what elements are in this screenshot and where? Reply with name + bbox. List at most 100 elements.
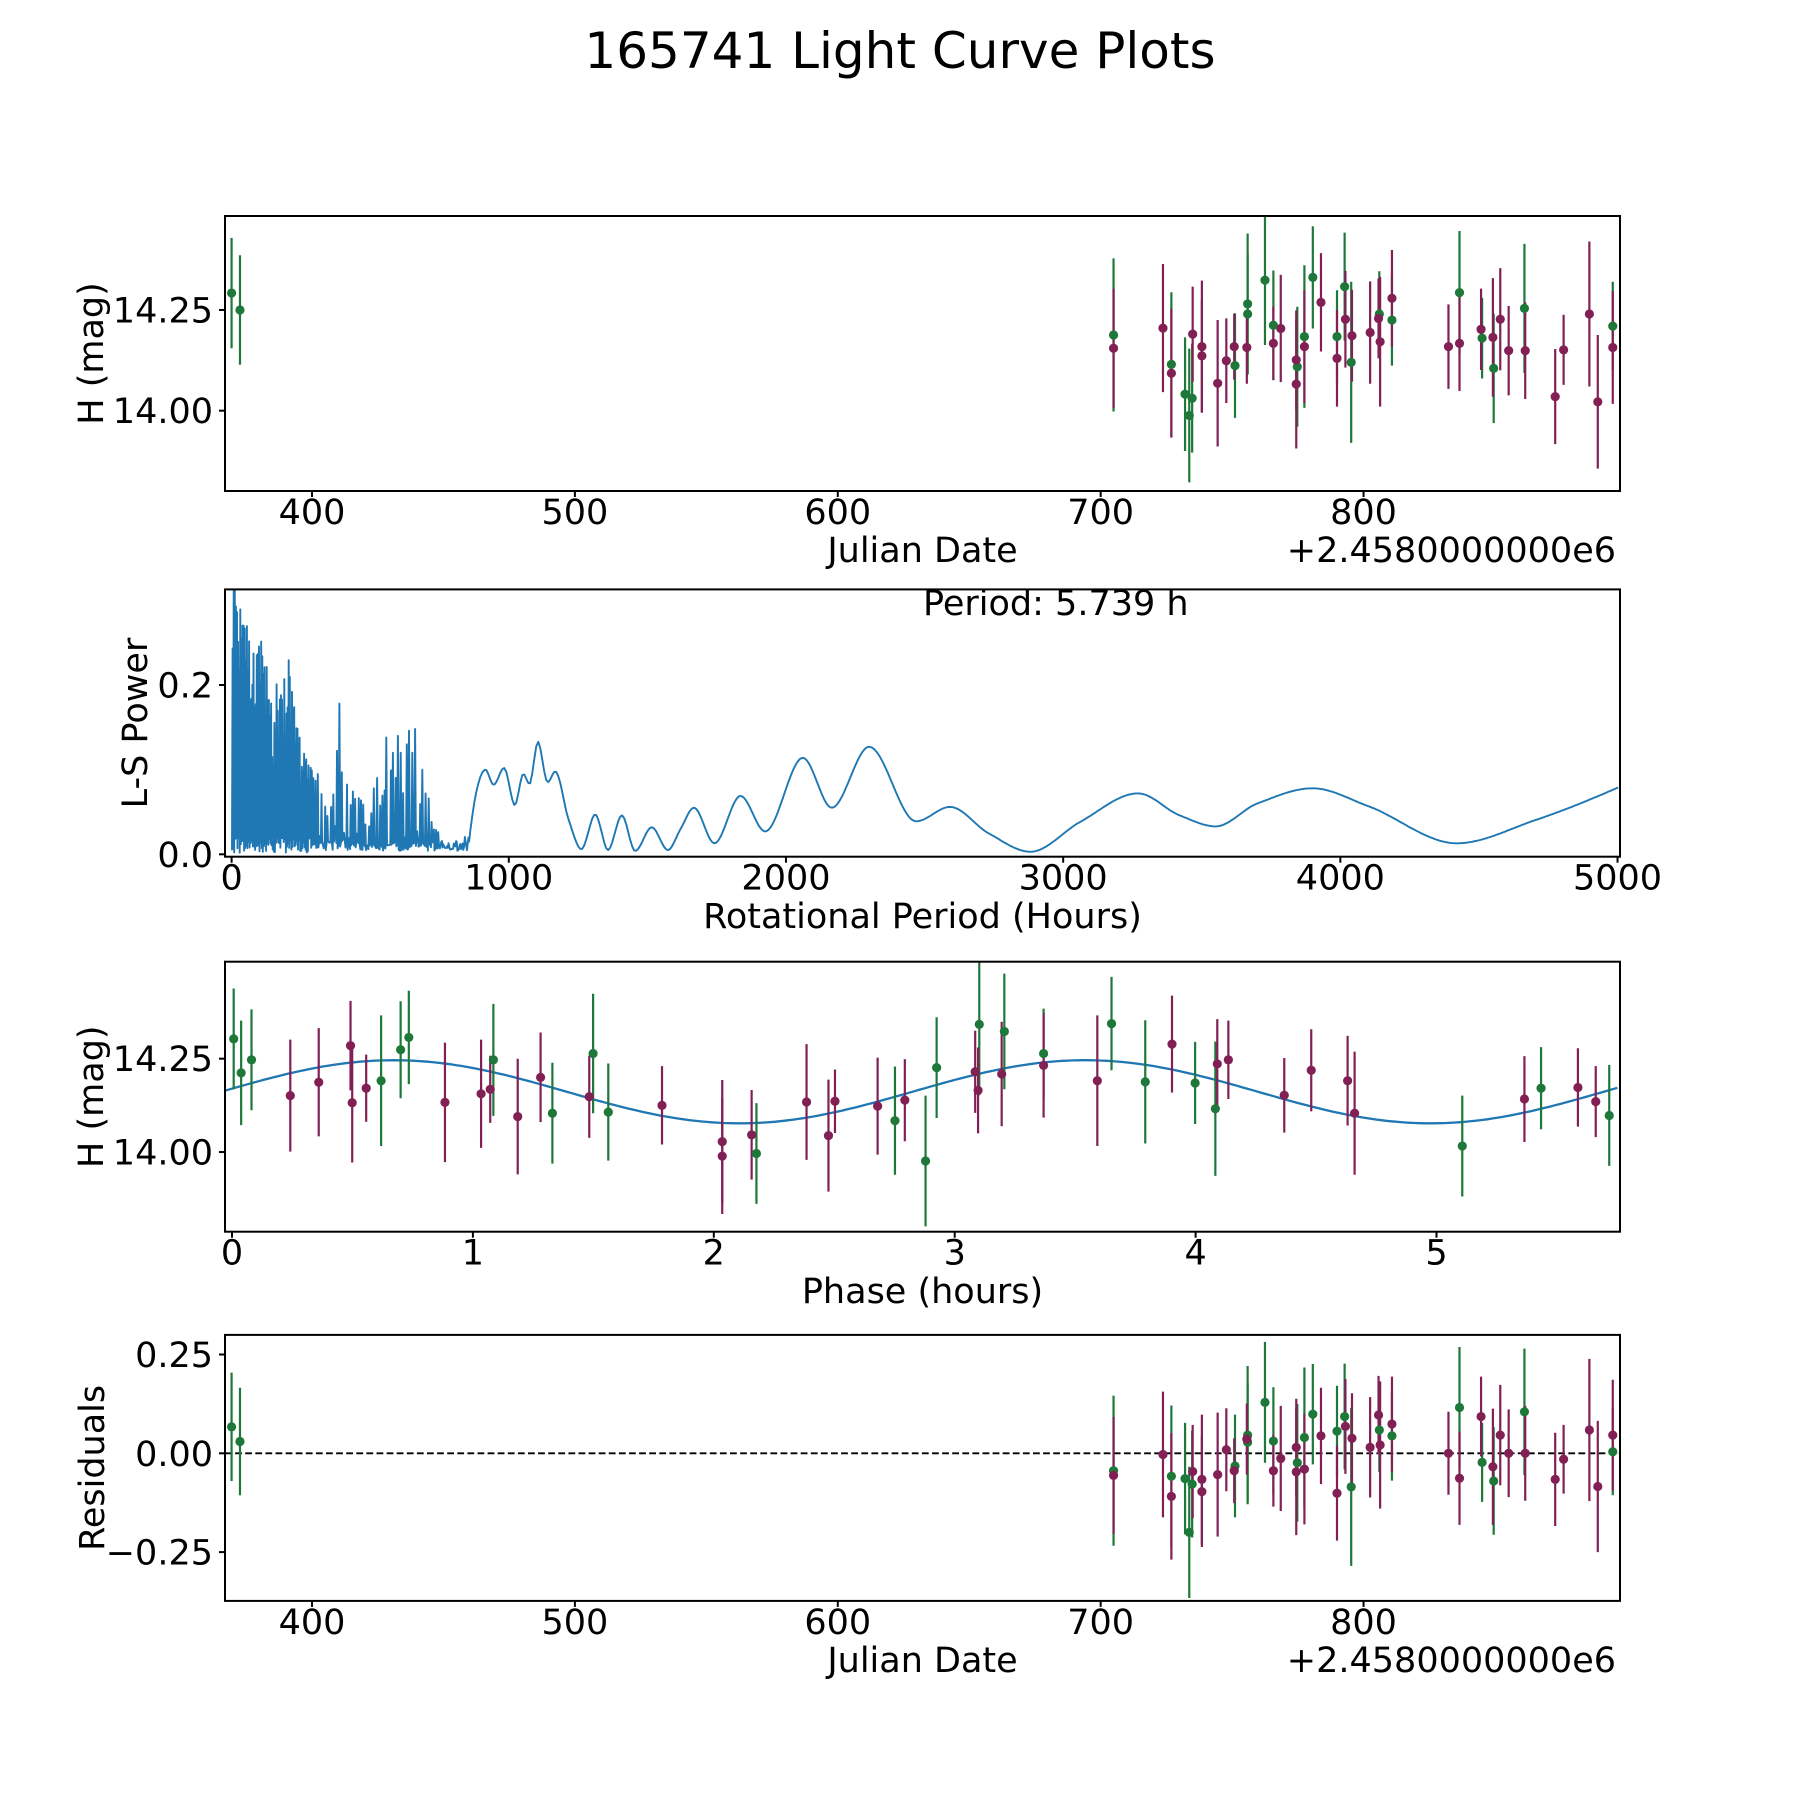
- panel3-point: [999, 1026, 1009, 1037]
- panel3-point: [236, 1068, 246, 1078]
- panel1-point: [1504, 346, 1514, 356]
- panel1-point: [1158, 323, 1168, 333]
- panel1-point: [1443, 342, 1454, 352]
- panel3-point: [1591, 1097, 1601, 1107]
- panel2-xtick-label: 2000: [741, 859, 830, 899]
- panel3-point: [920, 1156, 931, 1166]
- panel3-point: [584, 1092, 594, 1102]
- panel3-point: [1167, 1039, 1177, 1049]
- panel4-point: [1213, 1470, 1223, 1480]
- panel3-point: [1140, 1077, 1150, 1087]
- panel1-point: [1520, 346, 1530, 356]
- panel1-frame: [224, 215, 1621, 492]
- panel4-point: [1197, 1487, 1207, 1497]
- panel1-point: [1213, 378, 1223, 388]
- panel1-point: [1184, 410, 1194, 421]
- panel4-point: [1158, 1449, 1168, 1460]
- panel4-xtick-label: 600: [804, 1603, 871, 1643]
- panel2-xtick-label: 0: [220, 859, 242, 899]
- panel3-point: [873, 1101, 883, 1111]
- panel4-frame: [224, 1333, 1621, 1602]
- panel4-point: [1180, 1473, 1190, 1484]
- panel4-xtick-label: 800: [1330, 1603, 1397, 1643]
- panel3-point: [1190, 1078, 1200, 1088]
- panel1-point: [1316, 297, 1326, 307]
- panel3-point: [1573, 1082, 1583, 1093]
- panel1-point: [1180, 389, 1190, 399]
- panel3-point: [345, 1041, 356, 1051]
- panel1-point: [1221, 356, 1231, 366]
- panel1-point: [1608, 342, 1618, 353]
- panel4-point: [1608, 1430, 1618, 1440]
- panel3-point: [1223, 1055, 1233, 1065]
- panel1-point: [235, 305, 245, 315]
- panel1-ytick-label: 14.00: [113, 392, 213, 432]
- panel3-data-area: [225, 961, 1618, 1227]
- panel1-point: [1332, 331, 1342, 342]
- panel1-point: [1166, 359, 1176, 369]
- panel3-point: [603, 1107, 613, 1117]
- panel3-xtick-label: 4: [1184, 1234, 1206, 1274]
- panel3-point: [900, 1095, 910, 1105]
- panel4-point: [1340, 1421, 1351, 1432]
- panel4-ytick-label: 0.25: [135, 1336, 213, 1376]
- panel3-xaxis-label: Phase (hours): [802, 1272, 1043, 1312]
- panel4-point: [1373, 1410, 1384, 1420]
- panel1-xaxis-offset: +2.4580000000e6: [1287, 531, 1616, 571]
- panel4-point: [1166, 1491, 1176, 1501]
- panel1-point: [226, 288, 237, 298]
- panel4-point: [1299, 1432, 1310, 1443]
- panel1-point: [1299, 331, 1310, 342]
- panel3-point: [229, 1034, 239, 1044]
- panel1-point: [1268, 338, 1278, 349]
- panel4-point: [1387, 1431, 1397, 1441]
- panel3-point: [488, 1055, 498, 1065]
- panel4-point: [1584, 1425, 1594, 1435]
- panel3-xtick-label: 5: [1425, 1234, 1447, 1274]
- panel1-data-area: [226, 216, 1618, 483]
- panel1-point: [1243, 309, 1253, 319]
- panel3-xtick-label: 2: [703, 1234, 725, 1274]
- panel2-yaxis-label: L-S Power: [116, 637, 156, 808]
- periodogram-curve: [231, 589, 1619, 854]
- panel3-ytick-label: 14.00: [113, 1134, 213, 1174]
- panel3-point: [974, 1019, 984, 1029]
- panel1-ytick-label: 14.25: [113, 291, 213, 331]
- panel1-point: [1387, 315, 1397, 325]
- panel1-yaxis-label: H (mag): [72, 282, 112, 425]
- panel4-point: [1488, 1462, 1498, 1472]
- panel1-point: [1373, 313, 1384, 324]
- panel4-xaxis-offset: +2.4580000000e6: [1287, 1641, 1616, 1681]
- panel3-errorbars-dataset-2: [289, 995, 1597, 1215]
- panel1-errorbars-dataset-1: [230, 216, 1614, 483]
- panel3-point: [657, 1100, 667, 1110]
- panel1-point: [1454, 288, 1465, 298]
- panel4-ytick-label: −0.25: [106, 1534, 213, 1574]
- panel3-point: [1536, 1083, 1546, 1093]
- panel1-point: [1268, 320, 1278, 330]
- panel3-yaxis-label: H (mag): [72, 1025, 112, 1168]
- panel3-point: [1092, 1076, 1102, 1086]
- panel1-point: [1608, 321, 1618, 331]
- panel3-point: [1519, 1094, 1530, 1104]
- panel1-point: [1495, 314, 1505, 324]
- panel3-point: [588, 1048, 598, 1059]
- phase-model-curve: [225, 1059, 1618, 1125]
- panel3-point: [246, 1055, 257, 1065]
- panel2-ytick-label: 0.0: [157, 836, 213, 876]
- panel1-points-dataset-2: [1108, 293, 1618, 407]
- panel1-point: [1292, 362, 1302, 372]
- panel4-point: [1374, 1425, 1384, 1435]
- panel3-point: [347, 1098, 357, 1108]
- panel1-point: [1365, 327, 1375, 338]
- panel1-xtick-label: 400: [279, 493, 346, 533]
- panel4-point: [1375, 1440, 1385, 1450]
- panel3-point: [747, 1130, 757, 1140]
- panel1-point: [1166, 368, 1176, 378]
- panel1-point: [1375, 337, 1385, 347]
- panel4-point: [1291, 1442, 1301, 1452]
- periodogram-period-annotation: Period: 5.739 h: [923, 584, 1189, 624]
- panel4-point: [1316, 1431, 1326, 1441]
- panel4-point: [1308, 1409, 1318, 1419]
- panel3-point: [361, 1083, 371, 1093]
